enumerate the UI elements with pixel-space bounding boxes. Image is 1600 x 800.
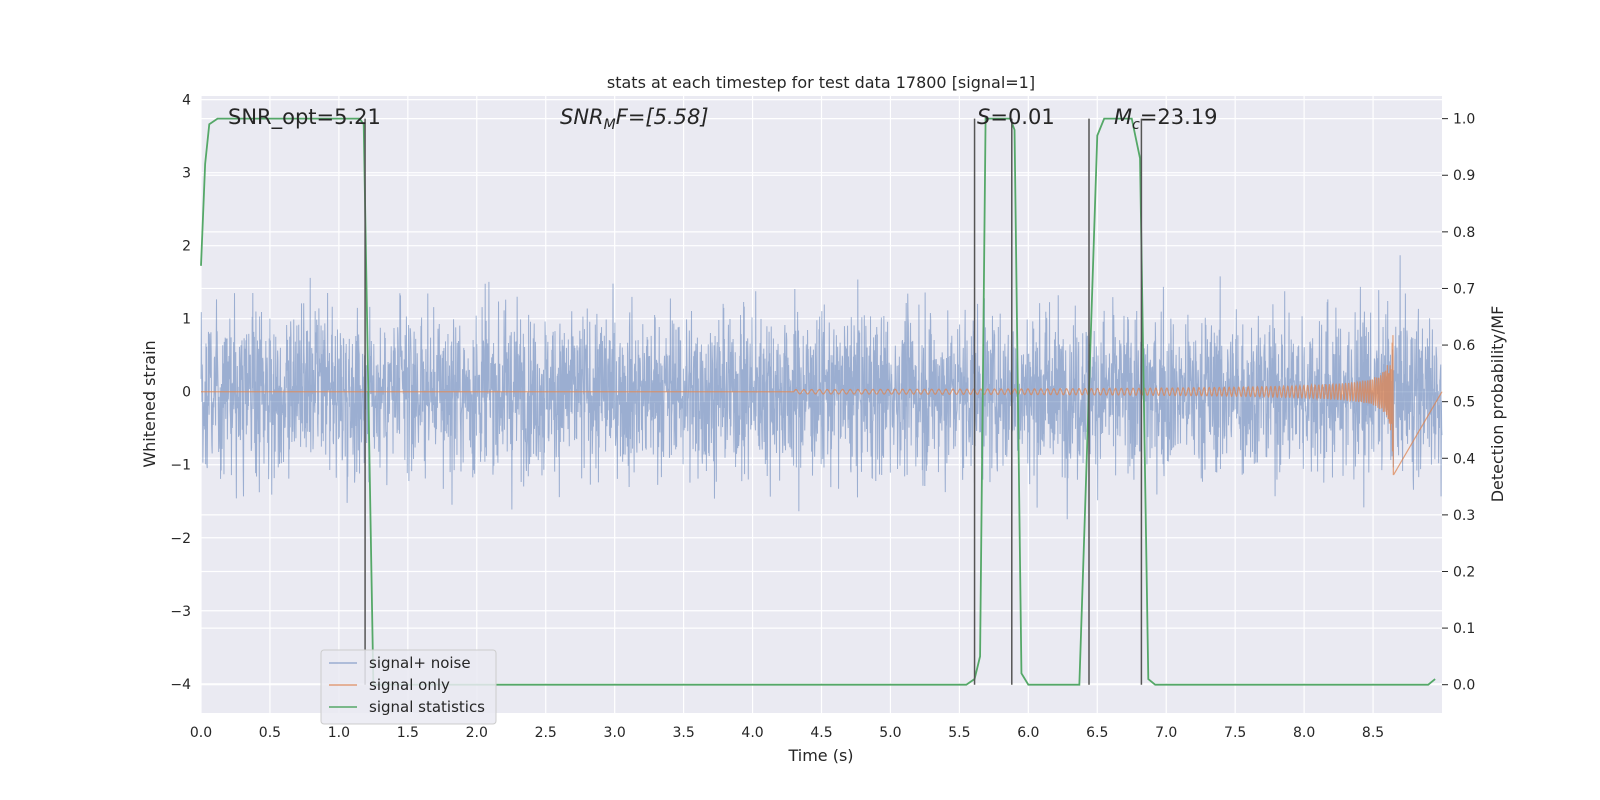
y-right-tick-label-2: 0.8 [1453,225,1475,241]
annotation-snr-mf-sub: M [604,117,616,133]
y-tick-label-5: −1 [170,458,191,474]
y-tick-label-3: 1 [182,312,191,328]
y-right-tick-label-9: 0.1 [1453,621,1475,637]
x-tick-label-11: 5.5 [948,725,970,741]
y-tick-label-7: −3 [170,604,191,620]
x-axis-ticks: 0.0 0.5 1.0 1.5 2.0 2.5 3.0 3.5 4.0 4.5 5.0 5.5 6.0 6… [190,725,1384,741]
y-right-tick-label-7: 0.3 [1453,508,1475,524]
annotation-s-var: S [977,105,990,129]
annotation-snr-mf-base: SNR [560,105,604,129]
signal-trace [201,335,1443,476]
y-right-tick-label-8: 0.2 [1453,564,1475,580]
y-right-tick-label-10: 0.0 [1453,678,1475,694]
vertical-markers [364,118,1143,685]
x-tick-label-5: 2.5 [535,725,557,741]
annotation-s-value: =0.01 [990,105,1054,129]
series-signal-noise [200,255,1443,520]
x-tick-label-8: 4.0 [741,725,763,741]
y-tick-label-1: 3 [182,166,191,182]
y-axis-right-label: Detection probability/MF [1488,306,1507,503]
x-tick-label-0: 0.0 [190,725,212,741]
y-axis-right-ticks: 1.0 0.9 0.8 0.7 0.6 0.5 0.4 0.3 0.2 0.1 0.0 [1442,112,1475,694]
y-right-tick-label-4: 0.6 [1453,338,1475,354]
y-tick-label-2: 2 [182,239,191,255]
x-tick-label-12: 6.0 [1017,725,1039,741]
y-tick-label-8: −4 [170,677,191,693]
legend-label-signal-only: signal only [369,676,450,694]
x-tick-label-10: 5.0 [879,725,901,741]
y-axis-label: Whitened strain [140,340,159,467]
series-signal-only [201,335,1443,476]
x-tick-label-13: 6.5 [1086,725,1108,741]
y-tick-label-0: 4 [182,93,191,109]
x-tick-label-16: 8.0 [1293,725,1315,741]
y-right-tick-label-3: 0.7 [1453,281,1475,297]
annotation-mc-var: M [1114,105,1132,129]
annotation-snr-mf: SNRMF=[5.58] [560,105,709,133]
annotation-mc-value: =23.19 [1140,105,1218,129]
chart-title: stats at each timestep for test data 178… [607,73,1035,92]
y-axis-ticks: 4 3 2 1 0 −1 −2 −3 −4 [170,93,191,693]
annotation-snr-mf-rest: F=[5.58] [616,105,709,129]
annotation-mc: Mc=23.19 [1114,105,1218,133]
y-tick-label-6: −2 [170,531,191,547]
x-tick-label-9: 4.5 [810,725,832,741]
x-tick-label-14: 7.0 [1155,725,1177,741]
noise-trace [200,255,1443,520]
x-tick-label-6: 3.0 [604,725,626,741]
annotation-snr-opt: SNR_opt=5.21 [228,105,381,130]
y-right-tick-label-6: 0.4 [1453,451,1475,467]
legend-box [320,649,497,725]
y-right-tick-label-0: 1.0 [1453,112,1475,128]
y-tick-label-4: 0 [182,385,191,401]
legend-label-signal-noise: signal+ noise [369,654,471,672]
legend: signal+ noise signal only signal statist… [320,649,497,725]
annotation-s: S=0.01 [977,105,1055,129]
x-tick-label-3: 1.5 [397,725,419,741]
legend-label-signal-statistics: signal statistics [369,698,485,716]
y-right-tick-label-5: 0.5 [1453,395,1475,411]
x-tick-label-7: 3.5 [672,725,694,741]
annotation-mc-sub: c [1132,117,1140,133]
x-tick-label-4: 2.0 [466,725,488,741]
x-axis-label: Time (s) [787,746,853,765]
x-tick-label-17: 8.5 [1362,725,1384,741]
x-tick-label-1: 0.5 [259,725,281,741]
x-tick-label-15: 7.5 [1224,725,1246,741]
y-right-tick-label-1: 0.9 [1453,168,1475,184]
x-tick-label-2: 1.0 [328,725,350,741]
